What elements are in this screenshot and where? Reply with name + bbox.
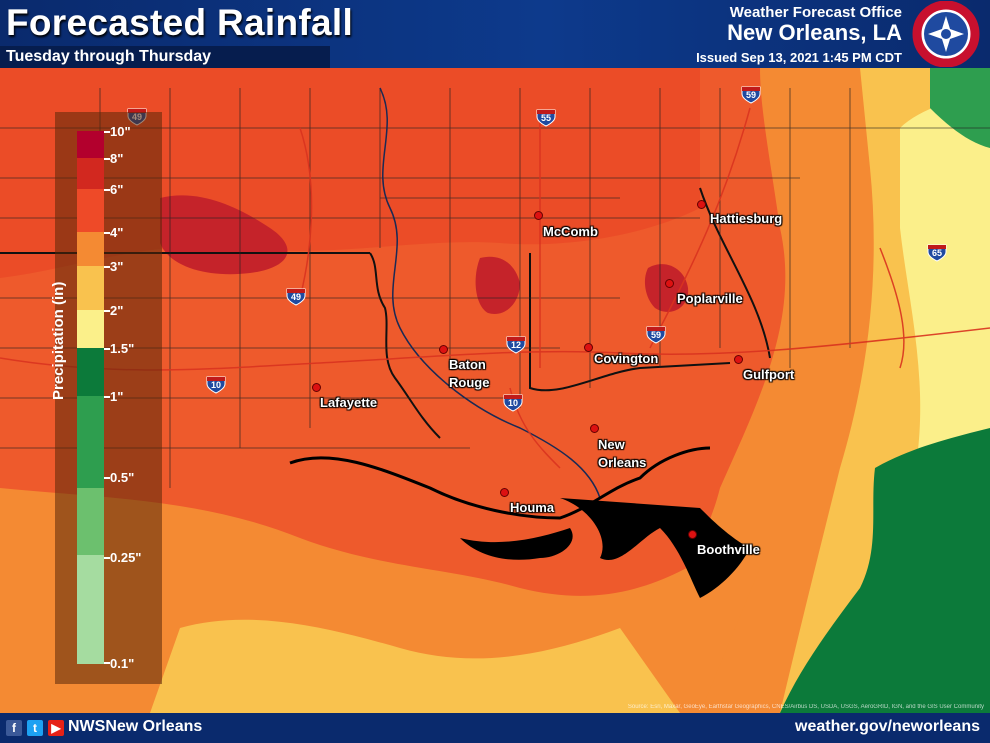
legend-tick-label: 3": [110, 259, 124, 274]
legend-tick-label: 1": [110, 389, 124, 404]
header-bar: Forecasted Rainfall Tuesday through Thur…: [0, 0, 990, 68]
interstate-number: 59: [745, 90, 756, 100]
page-subtitle: Tuesday through Thursday: [6, 48, 212, 65]
legend-tick-label: 0.5": [110, 470, 135, 485]
city-label-houma: Houma: [510, 500, 555, 515]
city-label-baton-rouge: Baton Rouge: [449, 357, 490, 390]
city-marker: [590, 424, 599, 433]
interstate-number: 55: [540, 113, 551, 123]
page-title: Forecasted Rainfall: [6, 2, 354, 43]
legend-swatch: [77, 131, 104, 158]
legend-panel: [55, 112, 162, 684]
legend-swatch: [77, 158, 104, 189]
legend-swatch: [77, 266, 104, 310]
legend-tick: [104, 557, 110, 559]
interstate-number: 12: [510, 340, 521, 350]
city-marker: [500, 488, 509, 497]
legend-swatch: [77, 232, 104, 266]
rainfall-map: [0, 68, 990, 713]
city-label-hattiesburg: Hattiesburg: [710, 211, 783, 226]
city-label-mccomb: McComb: [543, 224, 598, 239]
legend-tick-label: 8": [110, 151, 124, 166]
legend-tick-label: 0.25": [110, 550, 142, 565]
legend-tick-label: 2": [110, 303, 124, 318]
facebook-icon[interactable]: f: [6, 720, 22, 736]
city-label-boothville: Boothville: [697, 542, 760, 557]
legend-tick: [104, 189, 110, 191]
social-handle[interactable]: NWSNew Orleans: [68, 718, 203, 735]
office-label: Weather Forecast Office: [729, 4, 902, 21]
youtube-icon[interactable]: ▶: [48, 720, 64, 736]
website-link[interactable]: weather.gov/neworleans: [795, 718, 980, 735]
city-label-lafayette: Lafayette: [320, 395, 378, 410]
interstate-number: 59: [650, 330, 661, 340]
interstate-shield: 59: [741, 86, 761, 104]
legend-title: Precipitation (in): [50, 281, 67, 400]
city-label-poplarville: Poplarville: [677, 291, 743, 306]
subtitle-bar: Tuesday through Thursday: [0, 46, 330, 68]
legend-tick-label: 4": [110, 225, 124, 240]
city-marker: [688, 530, 697, 539]
legend-tick: [104, 477, 110, 479]
interstate-shield: 10: [206, 376, 226, 394]
city-marker: [439, 345, 448, 354]
nws-logo-icon: [910, 0, 982, 68]
city-marker: [312, 383, 321, 392]
legend-swatch: [77, 310, 104, 348]
twitter-icon[interactable]: t: [27, 720, 43, 736]
interstate-shield: 55: [536, 109, 556, 127]
city-label-gulfport: Gulfport: [743, 367, 795, 382]
legend-swatch: [77, 488, 104, 555]
legend-tick: [104, 310, 110, 312]
interstate-shield: 59: [646, 326, 666, 344]
interstate-shield: 12: [506, 336, 526, 354]
footer-bar: f t ▶ NWSNew Orleans weather.gov/neworle…: [0, 713, 990, 743]
city-marker: [697, 200, 706, 209]
office-city: New Orleans, LA: [727, 20, 902, 45]
legend-tick: [104, 396, 110, 398]
legend-swatch: [77, 189, 104, 232]
interstate-shield: 49: [286, 288, 306, 306]
legend-tick-label: 10": [110, 124, 131, 139]
city-marker: [584, 343, 593, 352]
interstate-shield: 10: [503, 394, 523, 412]
interstate-number: 10: [210, 380, 221, 390]
city-label-new-orleans: New Orleans: [598, 437, 647, 470]
city-marker: [734, 355, 743, 364]
interstate-number: 65: [931, 248, 942, 258]
legend-tick: [104, 131, 110, 133]
interstate-number: 10: [507, 398, 518, 408]
legend-swatch: [77, 555, 104, 664]
legend-tick: [104, 348, 110, 350]
city-marker: [665, 279, 674, 288]
legend-tick-label: 0.1": [110, 656, 135, 671]
legend-tick-label: 1.5": [110, 341, 135, 356]
legend-tick: [104, 266, 110, 268]
legend-swatch: [77, 348, 104, 396]
issued-timestamp: Issued Sep 13, 2021 1:45 PM CDT: [696, 50, 902, 65]
legend-tick-label: 6": [110, 182, 124, 197]
interstate-shield: 65: [927, 244, 947, 262]
source-credit: Source: Esri, Maxar, GeoEye, Earthstar G…: [627, 704, 984, 710]
interstate-number: 49: [290, 292, 301, 302]
legend-color-ramp: [77, 131, 104, 664]
legend-tick: [104, 232, 110, 234]
legend-tick: [104, 662, 110, 664]
city-marker: [534, 211, 543, 220]
legend-tick: [104, 158, 110, 160]
city-label-covington: Covington: [594, 351, 659, 366]
legend-swatch: [77, 396, 104, 488]
